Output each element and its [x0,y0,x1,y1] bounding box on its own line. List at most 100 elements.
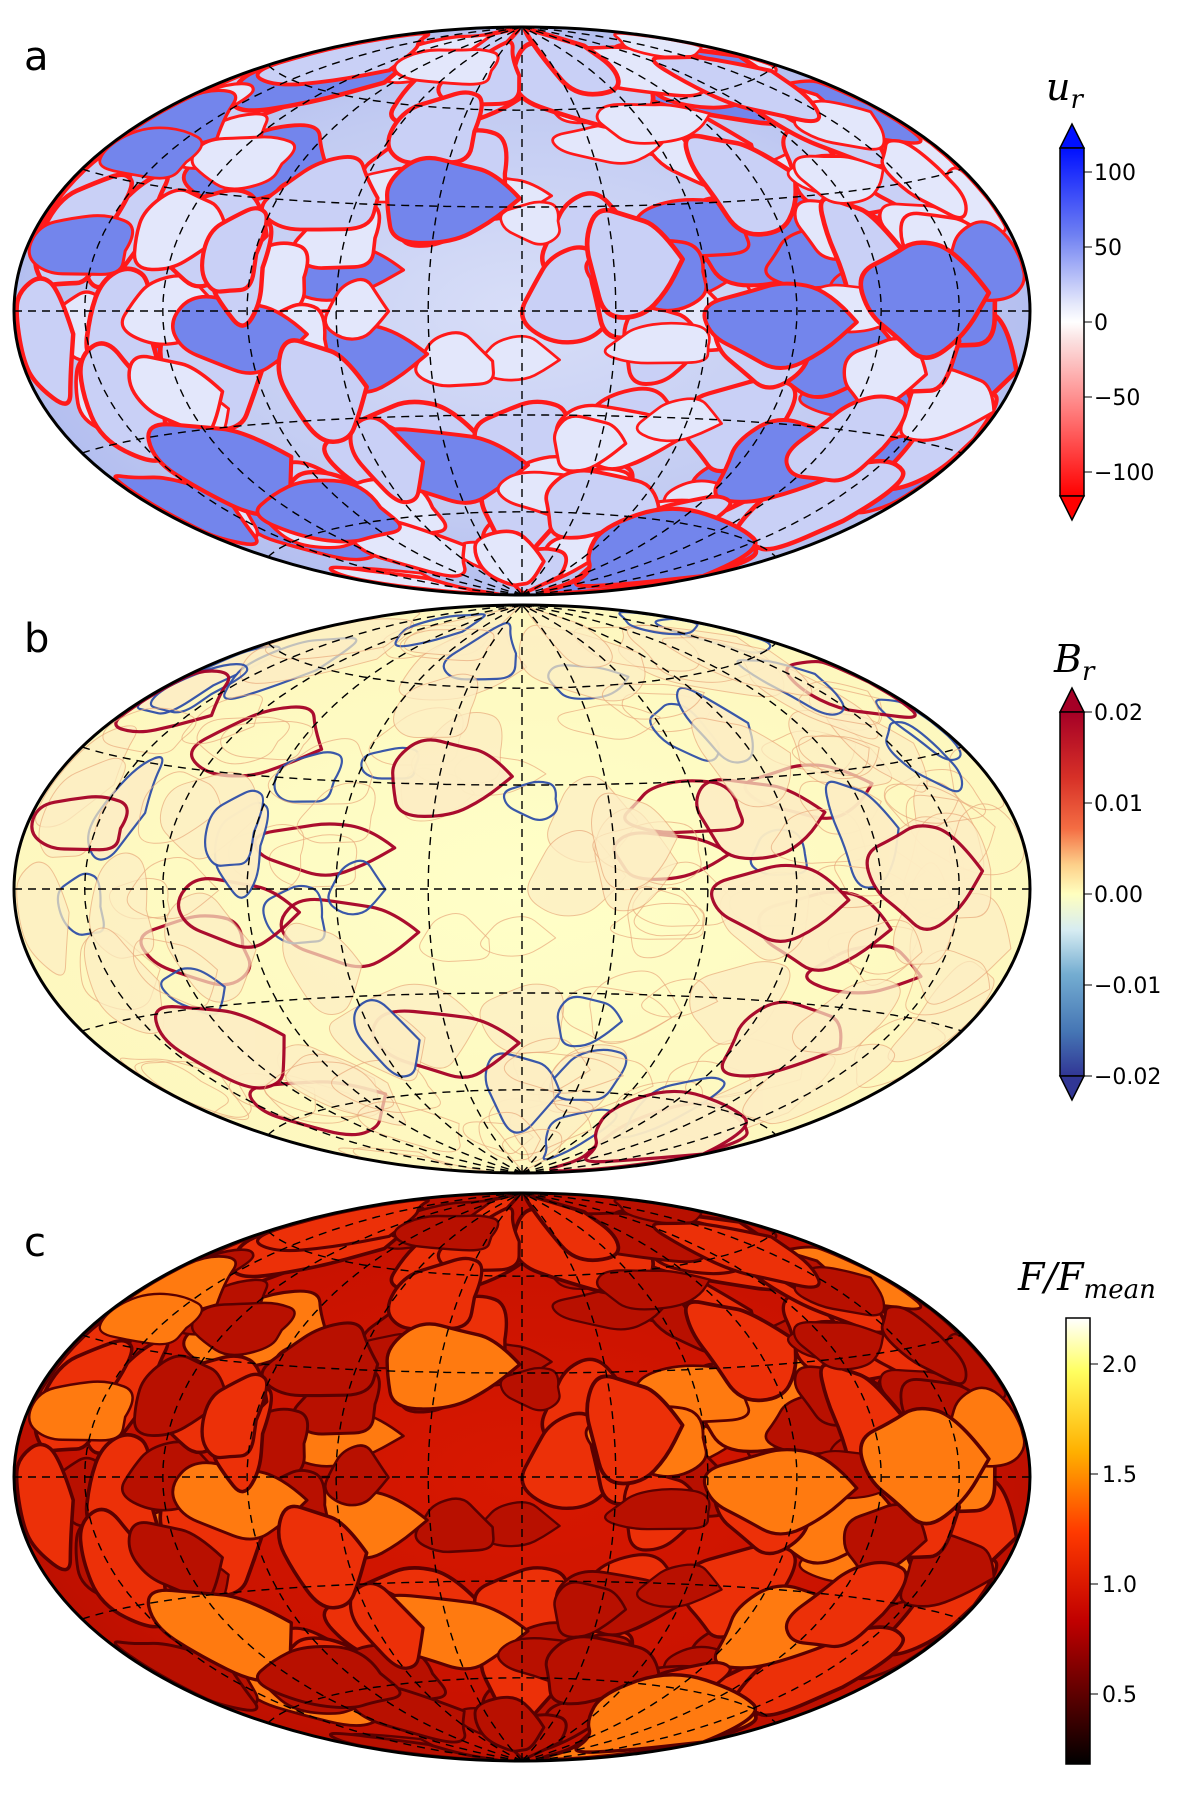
map-c-meridian [335,1193,523,1761]
map-b-cell [591,792,678,891]
map-a-cell [384,155,522,246]
map-c-meridian [521,1193,882,1761]
colorbar-b-ticks: 0.02 0.01 0.00 −0.01 −0.02 [1084,701,1161,1090]
colorbar-a-tick-minus100: −100 [1094,461,1154,486]
map-b-outline [12,603,1032,1175]
map-b-cell [551,1051,654,1113]
map-c-parallel [267,1230,777,1277]
map-b-cell [264,1061,394,1118]
map-c-cell [473,1695,546,1753]
map-c [14,1193,1030,1761]
map-a-meridian [427,27,523,595]
map-c-cell [14,1442,75,1572]
map-b-cell [584,1089,748,1164]
map-b-cell [785,659,917,719]
colorbar-b-tick-minus0.01: −0.01 [1094,974,1161,999]
colorbar-a-tick-50: 50 [1094,236,1122,261]
map-b-cell [561,986,673,1045]
map-a-cell [858,240,992,360]
map-c-cell [859,1406,991,1526]
panel-label-a: a [24,34,49,80]
map-a-meridian [83,27,523,595]
map-a-cell [132,188,229,272]
map-b-cell [618,610,699,636]
colorbar-c: F/Fmean 2.0 1.5 1.0 0.5 [1017,1255,1156,1765]
map-b-grid [14,605,1030,1173]
map-c-cell [684,1300,798,1403]
map-b-cell [30,795,129,852]
map-b-cell [394,613,486,648]
map-a-meridian [521,27,617,595]
map-b-cell [875,698,962,761]
map-c-cell [702,1448,859,1536]
map-b-cell [884,769,986,824]
colorbar-c-tick-2.0: 2.0 [1102,1353,1137,1378]
map-b-meridian [521,605,882,1173]
map-b-cell [798,735,880,780]
map-a-cell [255,478,402,544]
map-c-meridian [521,1193,798,1761]
map-b-cell [592,821,702,886]
map-b-cell [610,902,705,940]
map-b-cell [181,694,263,745]
map-a-cell [544,468,661,540]
map-a-parallel [267,511,777,558]
map-b-parallel [267,1089,777,1136]
map-b-cell [770,808,867,864]
map-a-cell [348,415,426,505]
map-b-cell [273,751,343,803]
map-c-cell [613,1198,703,1225]
map-a-cell [635,397,723,443]
map-a-cell [702,281,859,370]
colorbar-b-tick-minus0.02: −0.02 [1094,1065,1161,1090]
colorbar-c-bar [1065,1317,1091,1765]
map-c-cell [348,1581,425,1670]
map-c-meridian [521,1193,961,1761]
map-b-cell [353,999,421,1078]
map-a-cell [573,506,758,589]
map-c-cell [323,1444,390,1507]
colorbar-a-bar [1059,147,1085,497]
map-c-cell [544,1635,661,1706]
map-a-meridian [521,27,882,595]
map-a-meridian [246,27,523,595]
map-b-cell [905,949,991,1016]
map-c-meridian [427,1193,523,1761]
map-a-cell [683,133,799,237]
map-a-outline [12,25,1032,597]
panel-label-b: b [24,616,49,662]
map-a-cell [473,529,546,587]
colorbar-a-tick-100: 100 [1094,161,1136,186]
map-b-cell [220,720,314,761]
colorbar-c-tick-1.0: 1.0 [1102,1573,1137,1598]
colorbar-c-ticks: 2.0 1.5 1.0 0.5 [1090,1353,1137,1708]
map-a-cell [276,338,369,444]
map-b-cells [16,606,1025,1173]
panel-c: c F/Fmean 2.0 1.5 1.0 0.5 [12,1191,1156,1765]
panel-label-c: c [24,1220,46,1266]
map-b-cell [154,1005,286,1090]
map-a-meridian [521,27,961,595]
map-b-cell [503,1052,624,1094]
map-b-meridian [521,605,798,1173]
colorbar-a-title: ur [1046,65,1084,115]
map-b-meridian [521,605,961,1173]
map-b-cell [502,780,559,822]
map-b-parallel [267,642,777,689]
map-c-cell [260,1321,380,1398]
colorbar-b-extend-bottom [1058,1075,1086,1102]
map-b-cell [102,707,197,755]
colorbar-a: ur 100 50 0 −50 −100 [1046,65,1154,522]
colorbar-a-ticks: 100 50 0 −50 −100 [1084,161,1154,486]
map-b-cell [137,771,222,844]
colorbar-a-extend-bottom [1058,495,1086,522]
map-c-cell [276,1504,369,1610]
map-b-cell [327,859,387,916]
map-b-cell [791,734,870,777]
map-b-meridian [162,605,523,1173]
map-c-cell [604,1488,711,1531]
map-c-meridian [246,1193,523,1761]
colorbar-b-tick-0.00: 0.00 [1094,883,1143,908]
map-c-grid [14,1193,1030,1761]
